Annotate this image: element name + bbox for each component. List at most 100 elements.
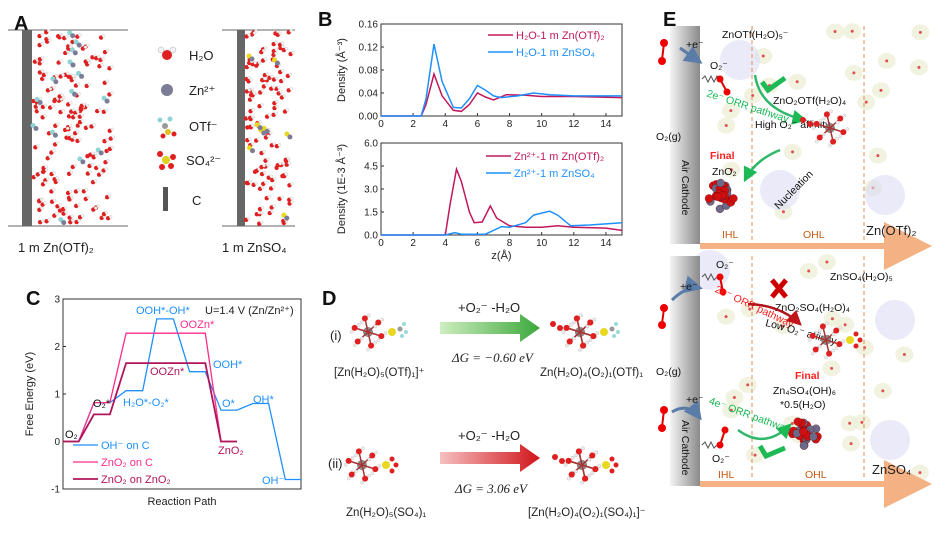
solvation-shell xyxy=(865,175,905,215)
hydrogen-atom xyxy=(282,94,287,98)
series-line-h2o-znotf2 xyxy=(381,71,623,117)
final-product-label: ZnO₂ xyxy=(712,166,737,178)
solvation-shell xyxy=(875,300,915,340)
hydrogen-atom xyxy=(97,164,101,169)
hydrogen-atom xyxy=(561,330,566,334)
cluster-atom xyxy=(799,441,809,450)
y-axis-label: Density (Å⁻³) xyxy=(335,38,348,102)
legend-label: SO₄²⁻ xyxy=(186,153,221,168)
y-axis-label: Free Energy (eV) xyxy=(24,352,36,436)
hydrogen-atom xyxy=(68,189,73,194)
hydrogen-atom xyxy=(69,194,74,199)
hydrogen-atom xyxy=(266,134,271,138)
hydrogen-atom xyxy=(817,344,822,349)
fluorine-atom xyxy=(614,322,618,326)
zno2-cluster xyxy=(704,178,738,214)
hydrogen-atom xyxy=(71,219,75,223)
hydrogen-atom xyxy=(251,123,255,128)
water-molecule-icon xyxy=(157,46,177,60)
hydrogen-atom xyxy=(835,120,840,125)
hydrogen-atom xyxy=(277,143,282,147)
hydrogen-atom xyxy=(377,464,382,468)
hydrogen-atom xyxy=(78,137,82,142)
water-molecule xyxy=(732,395,736,399)
hydrogen-atom xyxy=(281,44,285,49)
reaction-tag: (ii) xyxy=(328,456,342,471)
sulfur-atom xyxy=(388,328,396,336)
hydrogen-atom xyxy=(76,82,81,86)
hydrogen-atom xyxy=(104,210,109,215)
oxygen-atom xyxy=(568,471,575,478)
legend-entry-h2o-znotf2: H₂O-1 m Zn(OTf)₂ xyxy=(516,30,605,42)
hydrogen-atom xyxy=(250,114,255,119)
hydrogen-atom xyxy=(72,76,76,81)
y-tick-label: 2 xyxy=(54,342,60,353)
hydrogen-atom xyxy=(258,119,262,124)
water-molecule xyxy=(902,352,906,356)
fluorine-atom xyxy=(400,334,404,338)
hydrogen-atom xyxy=(40,41,44,46)
hydrogen-atom xyxy=(265,72,270,76)
hydrogen-atom xyxy=(831,348,835,353)
hydrogen-atom xyxy=(824,355,828,360)
hydrogen-atom xyxy=(354,453,358,458)
hydrogen-atom xyxy=(284,172,288,176)
zinc-atom xyxy=(52,132,58,138)
hydrogen-atom xyxy=(68,124,73,128)
reaction-arrow xyxy=(747,302,802,326)
hydrogen-atom xyxy=(262,163,266,168)
panel-label-d: D xyxy=(322,288,336,310)
hydrogen-atom xyxy=(838,325,843,330)
o2-molecule-icon xyxy=(658,39,668,65)
water-molecule xyxy=(879,88,883,92)
gas-label: O₂(g) xyxy=(656,366,681,378)
y-tick-label: 1 xyxy=(54,390,60,401)
hydrogen-atom xyxy=(247,88,252,92)
oxygen-atom xyxy=(800,117,806,123)
check-icon xyxy=(760,75,787,94)
water-molecule xyxy=(852,71,856,75)
hydrogen-atom xyxy=(247,75,251,80)
y-tick-label: 0 xyxy=(54,437,60,448)
y-tick-label: -1 xyxy=(51,485,60,496)
hydrogen-atom xyxy=(845,127,850,131)
water-molecule xyxy=(724,124,728,128)
superoxide-molecule-icon xyxy=(701,272,727,296)
electron-label: +e⁻ xyxy=(680,281,698,293)
state-label: H₂O*-O₂* xyxy=(123,397,170,409)
hydrogen-atom xyxy=(252,91,256,95)
final-product-label: Zn₄SO₄(OH)₆ xyxy=(773,385,836,397)
hydrogen-atom xyxy=(99,171,104,175)
hydrogen-atom xyxy=(260,185,265,190)
y-tick-label: 0.08 xyxy=(359,66,379,77)
oxygen-atom xyxy=(837,115,844,122)
hydrogen-atom xyxy=(366,347,370,352)
zinc-atom xyxy=(61,220,67,226)
oxygen-atom xyxy=(819,323,826,330)
panel-d: D (i) [Zn(H₂O)₅(OTf)₁]⁺ +O₂⁻ -H₂O ΔG = −… xyxy=(322,288,646,519)
hydrogen-atom xyxy=(93,179,98,183)
hydrogen-atom xyxy=(262,170,267,175)
hydrogen-atom xyxy=(289,87,293,91)
hydrogen-atom xyxy=(595,331,600,335)
x-tick-label: 0 xyxy=(378,119,384,130)
hydrogen-atom xyxy=(52,170,56,175)
hydrogen-atom xyxy=(44,164,48,169)
hydrogen-atom xyxy=(86,43,90,47)
hydrogen-atom xyxy=(274,40,278,45)
hydrogen-atom xyxy=(73,163,77,168)
triflate-icon xyxy=(157,116,177,139)
state-label: OH* xyxy=(253,394,275,406)
electrolyte-label: ZnSO₄ xyxy=(872,462,911,477)
spring-icon xyxy=(701,74,720,84)
water-molecule xyxy=(746,383,750,387)
hydrogen-atom xyxy=(101,34,106,38)
zinc-atom xyxy=(70,62,76,68)
oxygen-atom xyxy=(836,341,843,348)
oxygen-atom xyxy=(826,350,833,357)
hydrogen-atom xyxy=(262,48,266,53)
hydrogen-atom xyxy=(61,73,65,77)
hydrogen-atom xyxy=(829,109,833,114)
hydrogen-atom xyxy=(70,135,74,139)
hydrogen-atom xyxy=(285,108,290,112)
